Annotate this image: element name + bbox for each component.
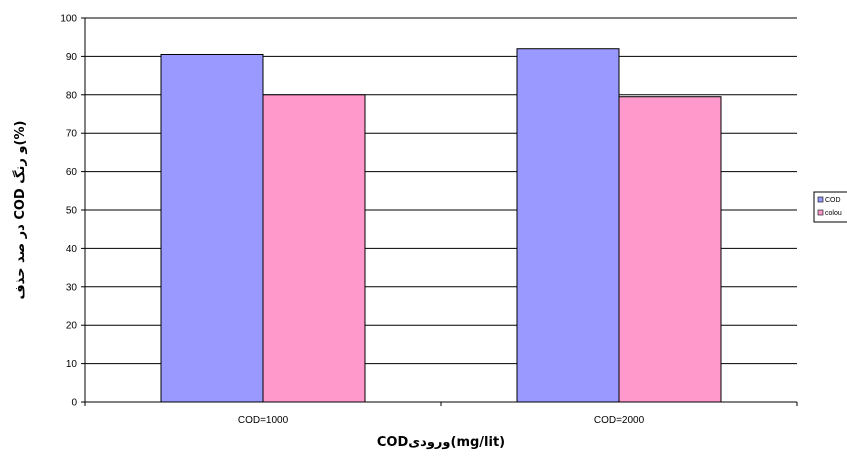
- y-tick-label: 60: [66, 167, 78, 178]
- x-axis-title: CODورودی(mg/lit): [377, 435, 505, 450]
- y-tick-label: 40: [66, 244, 78, 255]
- x-tick-label: COD=1000: [238, 415, 289, 426]
- bars: [160, 48, 722, 403]
- legend-label-COD: COD: [825, 197, 841, 204]
- legend-label-colou: colou: [825, 210, 842, 217]
- bar-COD-COD=1000: [160, 53, 264, 403]
- bar-colou-COD=2000: [618, 96, 722, 403]
- y-tick-label: 0: [71, 398, 77, 409]
- y-tick-label: 50: [66, 206, 78, 217]
- legend-swatch-colou: [817, 209, 824, 216]
- bar-colou-COD=1000: [262, 94, 366, 403]
- y-tick-label: 70: [66, 129, 78, 140]
- y-tick-label: 30: [66, 282, 78, 293]
- y-tick-label: 20: [66, 321, 78, 332]
- legend: COD colou: [813, 191, 847, 223]
- y-tick-label: 100: [60, 14, 77, 25]
- y-axis-title: در صد حذف COD و رنگ(%): [12, 121, 28, 300]
- legend-swatch-COD: [817, 196, 824, 203]
- x-tick-label: COD=2000: [594, 415, 645, 426]
- y-tick-label: 90: [66, 52, 78, 63]
- bar-COD-COD=2000: [516, 48, 620, 403]
- y-tick-label: 80: [66, 90, 78, 101]
- y-tick-label: 10: [66, 359, 78, 370]
- y-tick-labels: 0 10 20 30 40 50 60 70 80 90 100: [60, 14, 85, 409]
- x-tick-labels: COD=1000 COD=2000: [84, 402, 798, 426]
